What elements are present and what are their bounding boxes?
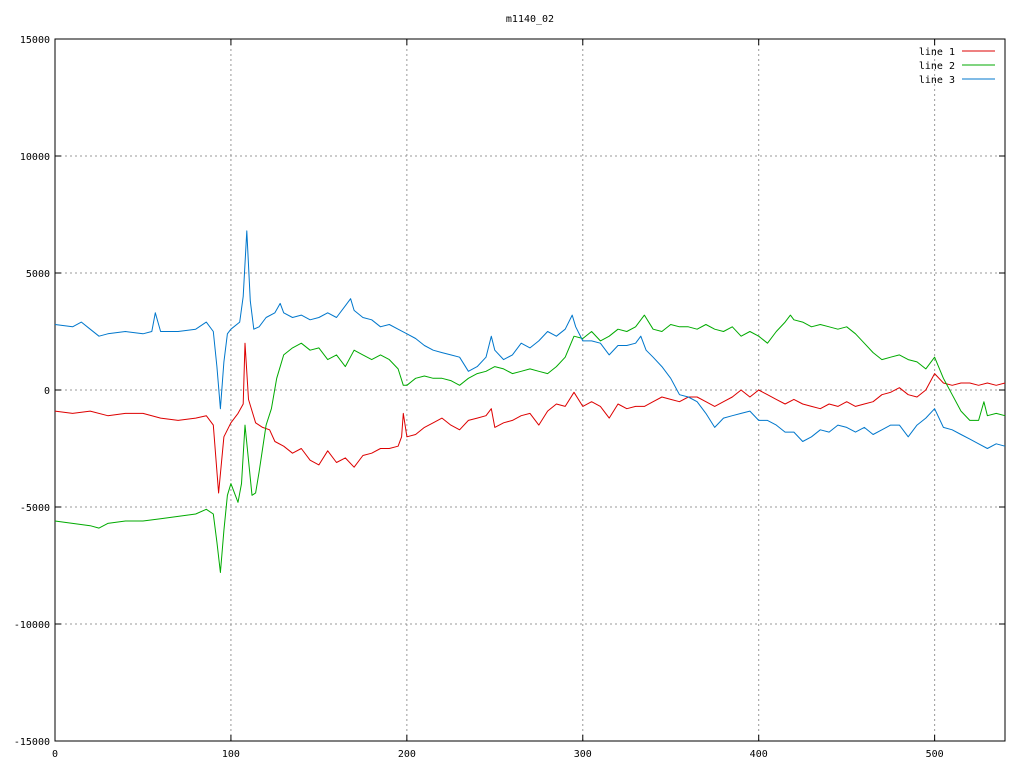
y-tick-label: 5000: [26, 269, 50, 280]
legend-label: line 1: [919, 47, 955, 58]
y-tick-label: 0: [44, 386, 50, 397]
x-tick-label: 100: [222, 749, 240, 760]
y-tick-label: 15000: [20, 35, 50, 46]
y-tick-label: -5000: [20, 503, 50, 514]
y-tick-label: -15000: [14, 737, 50, 748]
x-tick-label: 200: [398, 749, 416, 760]
y-tick-label: 10000: [20, 152, 50, 163]
legend-label: line 3: [919, 75, 955, 86]
y-tick-label: -10000: [14, 620, 50, 631]
x-tick-label: 500: [926, 749, 944, 760]
series-lines: [54, 230, 1006, 573]
series-line-2: [54, 314, 1006, 573]
legend-label: line 2: [919, 61, 955, 72]
x-tick-label: 400: [750, 749, 768, 760]
axis-ticks: -15000 -10000 -5000 0 5000 10000 15000 0 100 200 3…: [14, 35, 1005, 760]
grid: [55, 39, 1005, 741]
series-line-1: [54, 342, 1006, 494]
legend: line 1 line 2 line 3: [919, 47, 995, 86]
chart-title: m1140_02: [506, 14, 554, 25]
series-line-3: [54, 230, 1006, 449]
x-tick-label: 0: [52, 749, 58, 760]
x-tick-label: 300: [574, 749, 592, 760]
